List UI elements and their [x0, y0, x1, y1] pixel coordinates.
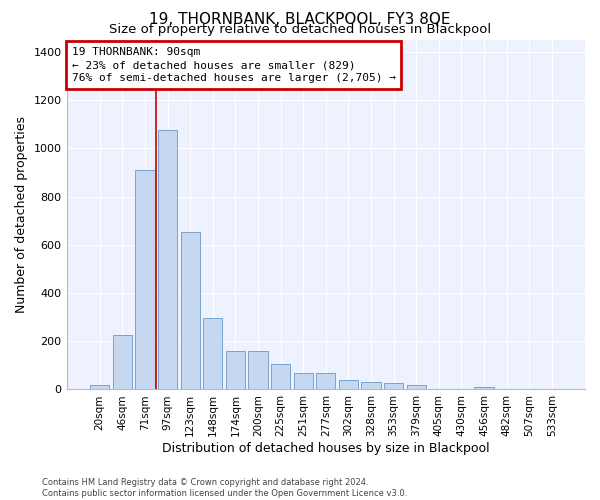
Bar [339, 380, 358, 390]
Bar [113, 335, 132, 390]
Bar [475, 387, 494, 390]
Bar [203, 318, 223, 390]
Text: 19 THORNBANK: 90sqm
← 23% of detached houses are smaller (829)
76% of semi-detac: 19 THORNBANK: 90sqm ← 23% of detached ho… [72, 47, 396, 84]
Text: Size of property relative to detached houses in Blackpool: Size of property relative to detached ho… [109, 22, 491, 36]
Bar [181, 232, 200, 390]
Bar [136, 170, 155, 390]
Bar [316, 372, 335, 390]
Text: Contains HM Land Registry data © Crown copyright and database right 2024.
Contai: Contains HM Land Registry data © Crown c… [42, 478, 407, 498]
Bar [293, 372, 313, 390]
Bar [384, 384, 403, 390]
Bar [158, 130, 177, 390]
Bar [248, 351, 268, 390]
Bar [90, 384, 109, 390]
X-axis label: Distribution of detached houses by size in Blackpool: Distribution of detached houses by size … [162, 442, 490, 455]
Bar [226, 351, 245, 390]
Bar [407, 384, 426, 390]
Y-axis label: Number of detached properties: Number of detached properties [15, 116, 28, 313]
Text: 19, THORNBANK, BLACKPOOL, FY3 8QE: 19, THORNBANK, BLACKPOOL, FY3 8QE [149, 12, 451, 28]
Bar [271, 364, 290, 390]
Bar [361, 382, 380, 390]
